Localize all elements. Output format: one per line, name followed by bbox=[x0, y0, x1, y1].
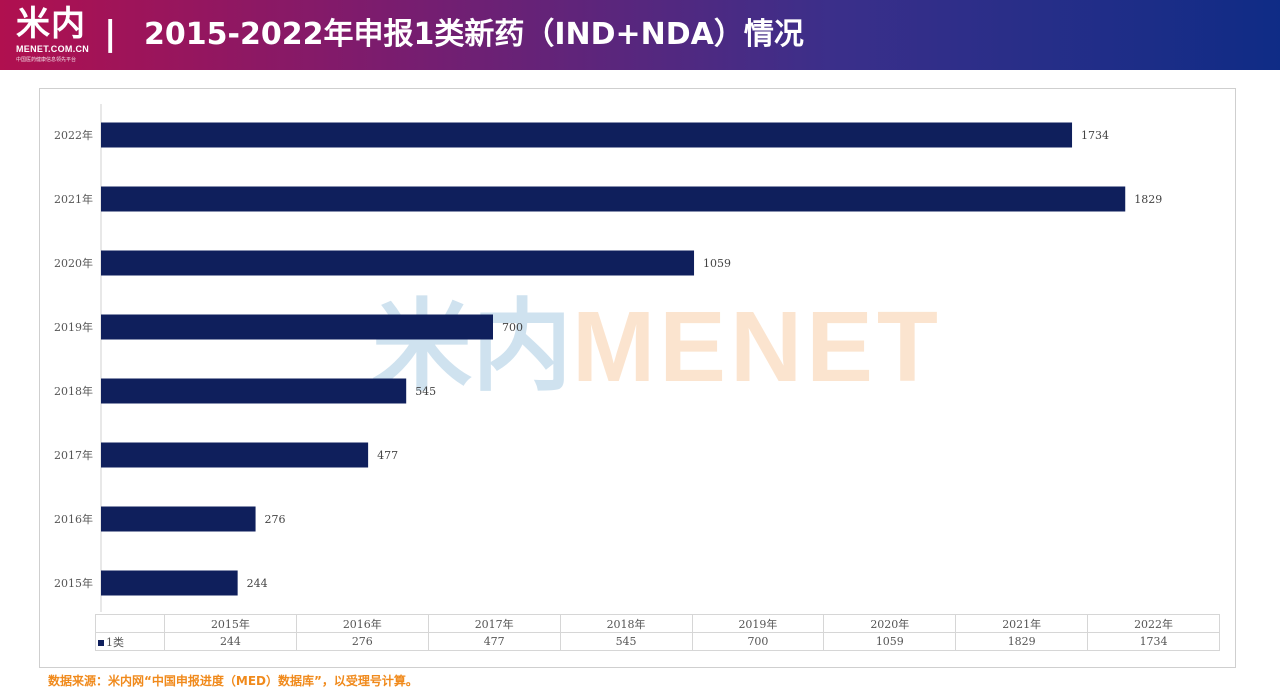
data-table-value-cell: 1059 bbox=[823, 632, 957, 651]
data-table-year-cell: 2016年 bbox=[295, 614, 429, 633]
data-table-corner bbox=[95, 614, 165, 633]
data-table-value-cell: 276 bbox=[295, 632, 429, 651]
data-table-header-row: 2015年 2016年 2017年 2018年 2019年 2020年 2021年 2022年 bbox=[95, 614, 1220, 633]
logo-tagline: 中国医药健康信息领先平台 bbox=[16, 57, 77, 63]
series-name: 1类 bbox=[106, 635, 124, 649]
data-table-year-cell: 2020年 bbox=[823, 614, 957, 633]
data-table: 2015年 2016年 2017年 2018年 2019年 2020年 2021年 2022年… bbox=[95, 614, 1220, 651]
data-table-value-cell: 545 bbox=[559, 632, 693, 651]
data-table-value-cell: 477 bbox=[427, 632, 561, 651]
logo-domain: MENET.COM.CN bbox=[16, 44, 90, 54]
data-table-value-row: 1类 244 276 477 545 700 1059 1829 1734 bbox=[95, 632, 1220, 651]
title-separator: | bbox=[104, 14, 117, 54]
data-table-year-cell: 2018年 bbox=[559, 614, 693, 633]
chart-frame bbox=[39, 88, 1236, 668]
data-table-series-label: 1类 bbox=[95, 632, 165, 651]
data-source-note: 数据来源：米内网“中国申报进度（MED）数据库”，以受理号计算。 bbox=[48, 674, 418, 688]
data-table-year-cell: 2019年 bbox=[691, 614, 825, 633]
logo: 米内 bbox=[16, 4, 86, 44]
data-table-value-cell: 1829 bbox=[955, 632, 1089, 651]
data-table-year-cell: 2022年 bbox=[1087, 614, 1220, 633]
header-banner: 米内 MENET.COM.CN 中国医药健康信息领先平台 | 2015-2022… bbox=[0, 0, 1280, 70]
legend-swatch bbox=[98, 639, 104, 646]
data-table-value-cell: 244 bbox=[164, 632, 297, 651]
data-table-year-cell: 2021年 bbox=[955, 614, 1089, 633]
page-title: 2015-2022年申报1类新药（IND+NDA）情况 bbox=[144, 17, 804, 52]
data-table-year-cell: 2015年 bbox=[164, 614, 297, 633]
data-table-value-cell: 1734 bbox=[1087, 632, 1220, 651]
data-table-value-cell: 700 bbox=[691, 632, 825, 651]
data-table-year-cell: 2017年 bbox=[427, 614, 561, 633]
